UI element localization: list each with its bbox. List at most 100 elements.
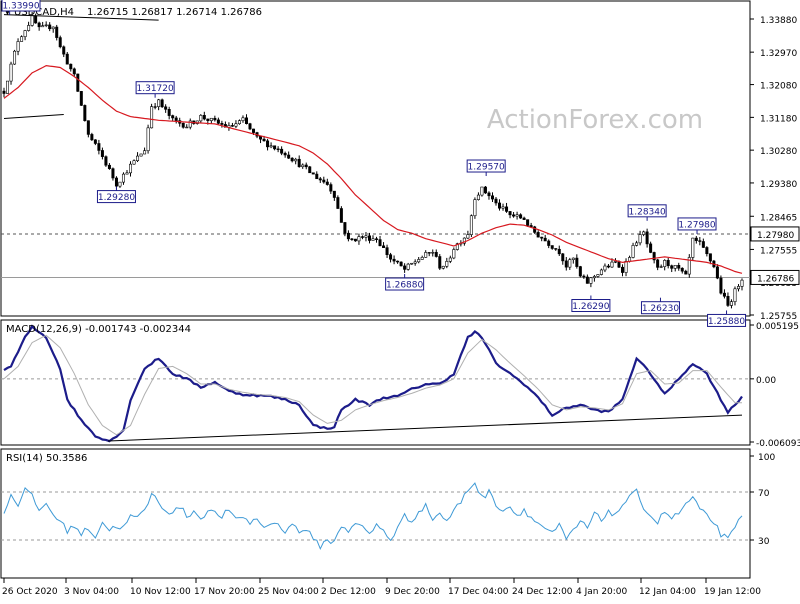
candle-body [505, 206, 509, 212]
current-price-box [750, 269, 800, 285]
candle-body [367, 235, 371, 241]
candle-body [20, 36, 24, 42]
candle-body [6, 80, 10, 94]
swing-label-text: 1.25880 [708, 317, 745, 327]
level-price-label: 1.27980 [757, 231, 794, 241]
candle-body [438, 256, 442, 269]
swing-label-text: 1.26290 [572, 302, 609, 312]
price-tick-label: 1.29380 [760, 180, 797, 190]
swing-label-text: 1.26880 [386, 281, 423, 291]
candle-body [673, 265, 677, 269]
candle-body [343, 222, 347, 234]
candle-body [287, 154, 291, 159]
candle-body [452, 249, 456, 259]
macd-main-line [3, 324, 743, 443]
candle-body [157, 99, 161, 107]
candle-body [473, 199, 477, 217]
rsi-line [3, 482, 743, 551]
time-tick-label: 17 Dec 04:00 [448, 587, 509, 597]
candle-body [571, 257, 575, 260]
candle-body [146, 127, 150, 152]
swing-label-box [1, 0, 41, 12]
level-price-box [750, 226, 800, 242]
swing-label-box [385, 277, 425, 291]
moving-average-line [3, 64, 743, 274]
candle-body [375, 238, 379, 240]
candle-body [382, 245, 386, 248]
candle-body [199, 115, 203, 122]
candle-body [294, 158, 298, 162]
candle-body [79, 91, 83, 106]
macd-axis: 0.005195 0.00 -0.006093 [750, 322, 800, 449]
candle-body [2, 90, 6, 94]
candle-body [722, 292, 726, 297]
candle-body [708, 253, 712, 262]
candle-body [547, 240, 551, 246]
candle-body [153, 106, 157, 108]
candle-body [455, 243, 459, 250]
candle-body [213, 117, 217, 121]
candle-body [540, 236, 544, 239]
candle-body [308, 166, 312, 174]
candle-body [399, 261, 403, 267]
candle-body [694, 237, 698, 241]
price-trendline [3, 14, 159, 21]
candle-body [508, 211, 512, 216]
candle-body [498, 202, 502, 209]
candle-body [58, 37, 62, 48]
candle-body [715, 266, 719, 279]
price-tick-label: 1.32970 [760, 49, 797, 59]
macd-layer [1, 324, 750, 443]
candle-body [269, 145, 273, 148]
time-tick-label: 10 Nov 12:00 [130, 587, 191, 597]
time-tick-label: 17 Nov 20:00 [194, 587, 255, 597]
candle-body [554, 248, 558, 250]
price-tick-label: 1.32080 [760, 82, 797, 92]
price-trendline [3, 113, 64, 119]
candle-body [216, 119, 220, 124]
swing-label-box [96, 190, 136, 204]
candle-body [290, 157, 294, 162]
candle-body [649, 243, 653, 253]
candle-body [150, 106, 154, 129]
candle-body [329, 184, 333, 192]
rsi-layer [1, 482, 750, 551]
candle-body [125, 172, 129, 175]
candle-body [729, 301, 733, 306]
candle-body [34, 15, 38, 24]
candle-body [596, 274, 600, 277]
swing-label-box [135, 81, 175, 95]
candle-body [37, 22, 41, 28]
candle-body [181, 122, 185, 128]
candle-body [114, 177, 118, 187]
candle-body [167, 109, 171, 116]
candle-body [65, 53, 69, 65]
candle-body [582, 275, 586, 278]
swing-label-box [707, 313, 747, 327]
candle-body [512, 214, 516, 217]
price-grid [1, 233, 750, 278]
candle-body [533, 226, 537, 233]
candle-body [86, 120, 90, 135]
candle-body [610, 261, 614, 268]
candle-body [72, 68, 76, 75]
rsi-tick-label: 100 [758, 453, 775, 463]
candle-body [44, 24, 48, 27]
candle-body [104, 156, 108, 166]
candle-body [13, 50, 17, 65]
candle-body [568, 259, 572, 268]
candle-body [701, 241, 705, 248]
candle-body [252, 128, 256, 133]
candle-body [691, 237, 695, 258]
candle-body [244, 117, 248, 124]
price-tick-label: 1.25755 [760, 312, 797, 322]
price-panel-frame [0, 0, 751, 317]
candle-body [248, 123, 252, 130]
candle-body [631, 245, 635, 258]
swing-label-text: 1.29280 [98, 193, 135, 203]
macd-panel-frame [0, 319, 751, 446]
price-overlays [3, 14, 743, 274]
candle-body [371, 238, 375, 241]
candle-body [413, 261, 417, 264]
candle-body [578, 266, 582, 277]
